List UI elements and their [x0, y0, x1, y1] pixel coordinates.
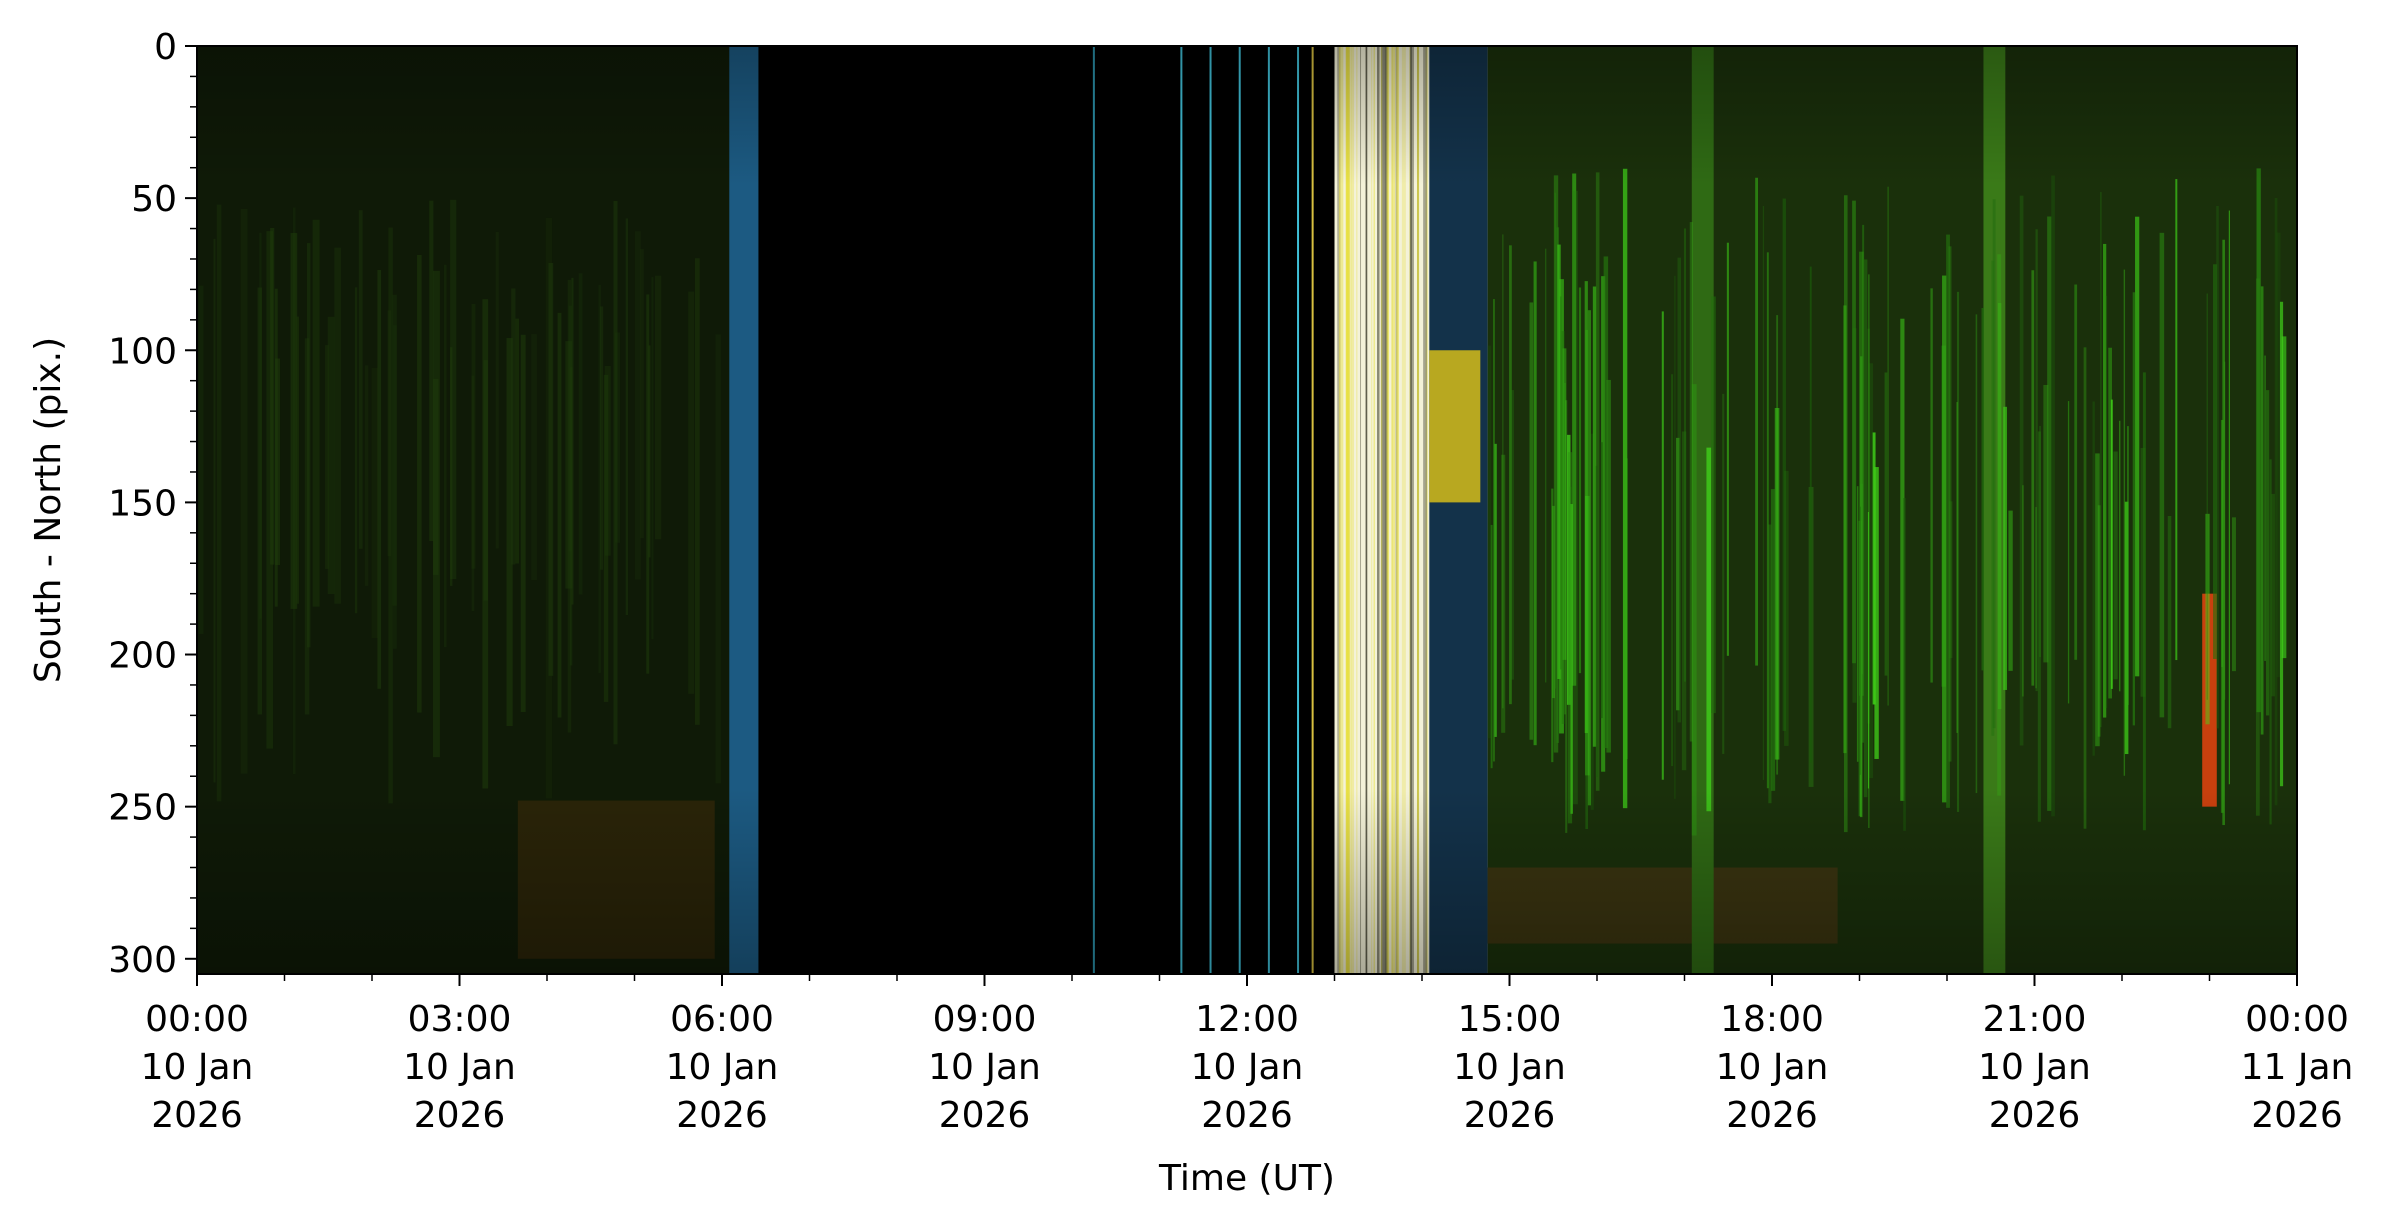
x-tick-label: 18:00	[1720, 999, 1824, 1040]
x-tick-label: 10 Jan	[928, 1047, 1041, 1088]
x-tick-label: 10 Jan	[1191, 1047, 1304, 1088]
y-tick-label: 150	[108, 483, 177, 524]
x-tick-label: 2026	[1464, 1095, 1556, 1136]
y-tick-label: 200	[108, 636, 177, 677]
y-tick-label: 300	[108, 940, 177, 981]
x-tick-label: 2026	[1989, 1095, 2081, 1136]
x-tick-label: 2026	[2251, 1095, 2343, 1136]
x-tick-label: 21:00	[1983, 999, 2087, 1040]
y-axis: 0 50 100 150 200 250 300	[108, 27, 197, 981]
x-axis: 00:00 10 Jan 2026 03:00 10 Jan 2026 06:00 10 Ja…	[141, 974, 2354, 1136]
plot-area	[197, 46, 2297, 974]
x-tick-label: 09:00	[933, 999, 1037, 1040]
x-axis-label: Time (UT)	[1158, 1158, 1335, 1199]
x-tick-label: 10 Jan	[403, 1047, 516, 1088]
x-tick-label: 10 Jan	[141, 1047, 254, 1088]
y-axis-label: South - North (pix.)	[28, 337, 69, 683]
y-tick-label: 100	[108, 331, 177, 372]
y-tick-label: 0	[154, 27, 177, 68]
x-tick-label: 2026	[1726, 1095, 1818, 1136]
x-tick-label: 10 Jan	[666, 1047, 779, 1088]
x-tick-label: 10 Jan	[1453, 1047, 1566, 1088]
x-tick-label: 2026	[939, 1095, 1031, 1136]
x-tick-label: 10 Jan	[1978, 1047, 2091, 1088]
x-tick-label: 06:00	[670, 999, 774, 1040]
x-tick-label: 15:00	[1458, 999, 1562, 1040]
x-tick-label: 10 Jan	[1716, 1047, 1829, 1088]
x-tick-label: 00:00	[145, 999, 249, 1040]
x-tick-label: 11 Jan	[2241, 1047, 2354, 1088]
x-tick-label: 03:00	[408, 999, 512, 1040]
x-tick-label: 00:00	[2245, 999, 2349, 1040]
x-tick-label: 12:00	[1195, 999, 1299, 1040]
y-tick-label: 250	[108, 788, 177, 829]
x-tick-label: 2026	[414, 1095, 506, 1136]
x-tick-label: 2026	[1201, 1095, 1293, 1136]
y-tick-label: 50	[131, 179, 177, 220]
x-tick-label: 2026	[151, 1095, 243, 1136]
x-tick-label: 2026	[676, 1095, 768, 1136]
